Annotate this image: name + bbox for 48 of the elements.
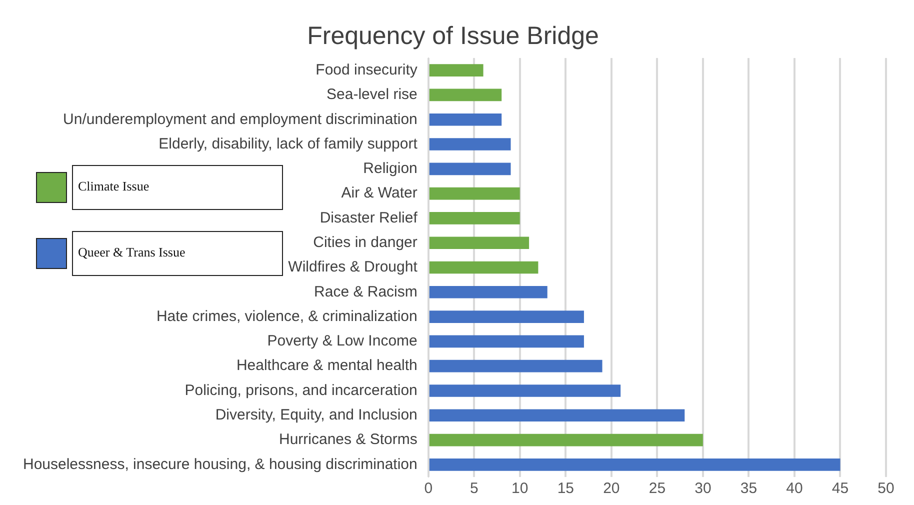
bar bbox=[429, 335, 584, 348]
bar bbox=[429, 360, 602, 372]
x-tick-label: 30 bbox=[694, 480, 712, 498]
x-tick-label: 0 bbox=[424, 480, 433, 498]
y-tick-label: Air & Water bbox=[341, 184, 418, 202]
y-tick-label: Poverty & Low Income bbox=[267, 332, 418, 350]
y-tick-label: Policing, prisons, and incarceration bbox=[184, 382, 418, 399]
y-tick-label: Elderly, disability, lack of family support bbox=[158, 135, 418, 152]
y-tick-label: Cities in danger bbox=[313, 234, 418, 251]
y-tick-label: Wildfires & Drought bbox=[288, 258, 418, 276]
y-tick-label: Disaster Relief bbox=[320, 209, 418, 226]
y-tick-label: Diversity, Equity, and Inclusion bbox=[215, 406, 418, 424]
y-tick-label: Hurricanes & Storms bbox=[279, 431, 418, 448]
bar bbox=[429, 384, 621, 397]
bar bbox=[429, 162, 511, 176]
bar bbox=[429, 88, 502, 102]
y-tick-label: Food insecurity bbox=[316, 61, 418, 78]
x-tick-label: 35 bbox=[740, 480, 758, 498]
x-tick-label: 20 bbox=[603, 480, 620, 498]
y-tick-label: Hate crimes, violence, & criminalization bbox=[156, 308, 418, 325]
bar bbox=[429, 409, 685, 422]
y-tick-label: Un/underemployment and employment discrimination bbox=[63, 110, 418, 128]
y-tick-label: Sea-level rise bbox=[326, 86, 418, 104]
y-tick-label: Healthcare & mental health bbox=[236, 357, 418, 374]
x-tick-label: 15 bbox=[557, 480, 574, 498]
x-tick-label: 45 bbox=[832, 480, 849, 498]
bar bbox=[429, 458, 840, 471]
x-tick-label: 40 bbox=[786, 480, 803, 498]
chart-title: Frequency of Issue Bridge bbox=[307, 22, 599, 50]
bar bbox=[429, 138, 511, 150]
y-tick-label: Race & Racism bbox=[314, 283, 418, 300]
bar bbox=[429, 261, 538, 274]
bar bbox=[429, 187, 520, 200]
x-tick-label: 25 bbox=[648, 480, 666, 498]
legend-label: Climate Issue bbox=[78, 178, 150, 194]
x-tick-label: 50 bbox=[878, 480, 894, 498]
bar bbox=[429, 212, 520, 224]
bar bbox=[429, 434, 703, 446]
bar bbox=[429, 236, 530, 250]
bar bbox=[429, 310, 584, 323]
bar bbox=[429, 286, 548, 298]
x-tick-label: 5 bbox=[470, 480, 478, 498]
legend-label: Queer & Trans Issue bbox=[78, 244, 186, 260]
y-tick-label: Religion bbox=[363, 160, 418, 178]
y-tick-label: Houselessness, insecure housing, & housing discrimination bbox=[22, 456, 418, 473]
bar bbox=[429, 113, 502, 126]
bar bbox=[429, 64, 484, 76]
x-tick-label: 10 bbox=[512, 480, 528, 498]
